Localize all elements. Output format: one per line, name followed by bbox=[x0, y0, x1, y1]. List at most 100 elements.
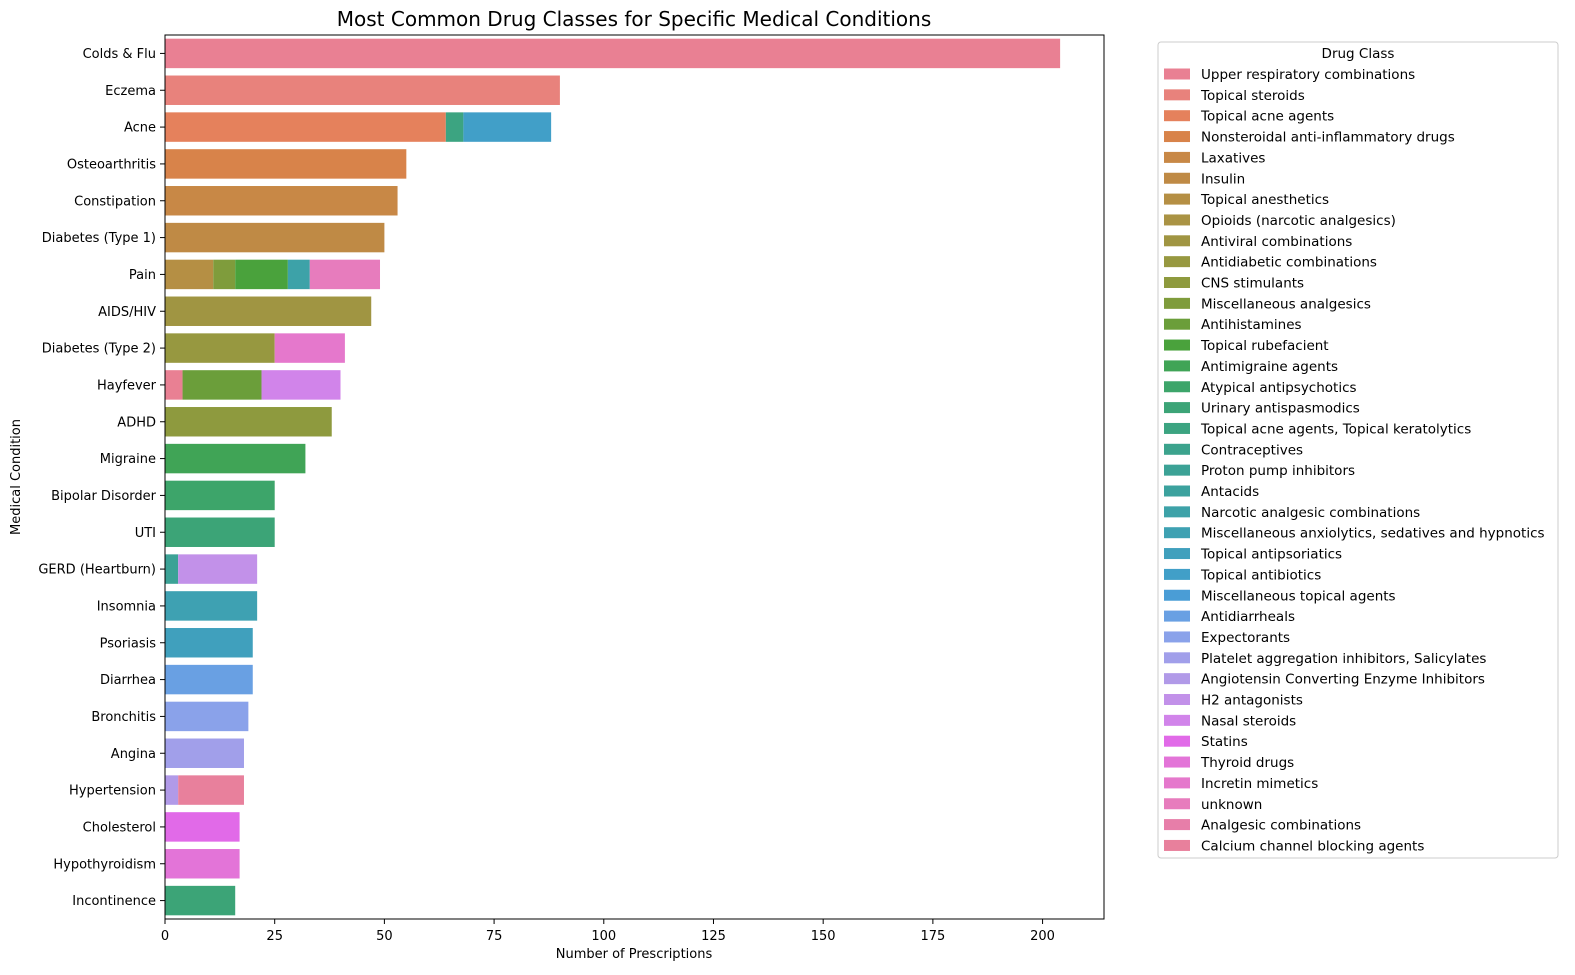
legend-label: Antiviral combinations bbox=[1201, 234, 1352, 250]
legend-label: Narcotic analgesic combinations bbox=[1201, 505, 1420, 521]
x-tick-label: 50 bbox=[376, 929, 393, 944]
bar-segment bbox=[165, 591, 258, 621]
legend-label: unknown bbox=[1201, 797, 1262, 813]
y-tick-label: Pain bbox=[129, 268, 156, 283]
bar-segment bbox=[165, 628, 253, 658]
legend-label: Topical anesthetics bbox=[1200, 192, 1329, 208]
legend-label: Incretin mimetics bbox=[1201, 776, 1318, 792]
legend-swatch bbox=[1164, 402, 1190, 414]
y-tick-label: Diabetes (Type 1) bbox=[42, 231, 156, 246]
legend-label: Miscellaneous topical agents bbox=[1201, 588, 1396, 604]
y-tick-label: Constipation bbox=[74, 194, 156, 209]
bar-segment bbox=[165, 738, 244, 768]
bar-segment bbox=[178, 554, 258, 584]
legend-label: Antidiabetic combinations bbox=[1201, 255, 1377, 271]
plot-frame bbox=[164, 34, 1105, 920]
legend-label: Nasal steroids bbox=[1201, 713, 1296, 729]
y-tick-label: ADHD bbox=[117, 415, 156, 430]
bar-segment bbox=[165, 775, 179, 805]
legend-label: Topical rubefacient bbox=[1200, 338, 1329, 354]
legend-swatch bbox=[1164, 568, 1190, 580]
legend-swatch bbox=[1164, 714, 1190, 726]
legend-swatch bbox=[1164, 548, 1190, 560]
bar-segment bbox=[165, 664, 253, 695]
bar-segment bbox=[165, 75, 560, 105]
y-tick-label: Eczema bbox=[105, 84, 156, 99]
y-tick-label: Migraine bbox=[100, 452, 156, 467]
bar-segment bbox=[165, 38, 1061, 69]
legend-label: Opioids (narcotic analgesics) bbox=[1201, 213, 1396, 229]
y-tick-label: Insomnia bbox=[97, 599, 156, 614]
legend-label: Proton pump inhibitors bbox=[1201, 463, 1355, 479]
bar-segment bbox=[309, 259, 381, 290]
legend-swatch bbox=[1164, 235, 1190, 247]
legend-swatch bbox=[1164, 631, 1190, 643]
legend-label: Antimigraine agents bbox=[1201, 359, 1338, 375]
legend-swatch bbox=[1164, 673, 1190, 685]
legend-items: Upper respiratory combinations Topical st… bbox=[1164, 67, 1545, 854]
bar-segment bbox=[165, 222, 385, 253]
legend-label: H2 antagonists bbox=[1201, 693, 1303, 709]
bar-segment bbox=[165, 885, 236, 916]
legend-swatch bbox=[1164, 339, 1190, 351]
legend-swatch bbox=[1164, 735, 1190, 747]
y-tick-label: Diarrhea bbox=[100, 673, 156, 688]
legend-swatch bbox=[1164, 694, 1190, 705]
bar-segment bbox=[463, 112, 552, 142]
legend-swatch bbox=[1164, 610, 1190, 622]
legend-title: Drug Class bbox=[1322, 46, 1395, 62]
legend-swatch bbox=[1164, 652, 1190, 664]
legend-label: Nonsteroidal anti-inflammatory drugs bbox=[1201, 130, 1455, 146]
legend-label: Topical antipsoriatics bbox=[1200, 547, 1342, 563]
y-tick-label: Bronchitis bbox=[91, 710, 156, 725]
y-tick-label: Incontinence bbox=[72, 894, 156, 909]
legend-label: Laxatives bbox=[1201, 150, 1265, 166]
x-tick-label: 150 bbox=[811, 929, 836, 944]
bar-segment bbox=[274, 333, 345, 363]
bar-segment bbox=[178, 775, 244, 805]
legend-swatch bbox=[1164, 360, 1190, 372]
x-tick-label: 100 bbox=[591, 929, 616, 944]
legend-label: Miscellaneous anxiolytics, sedatives and… bbox=[1201, 526, 1545, 542]
legend-swatch bbox=[1164, 381, 1190, 393]
legend-swatch bbox=[1164, 297, 1190, 309]
legend-label: Expectorants bbox=[1201, 630, 1290, 646]
bar-segment bbox=[165, 333, 275, 363]
legend-swatch bbox=[1164, 798, 1190, 810]
y-tick-label: Osteoarthritis bbox=[67, 157, 156, 172]
legend-swatch bbox=[1164, 819, 1190, 831]
legend: Drug Class Upper respiratory combination… bbox=[1157, 41, 1559, 859]
legend-swatch bbox=[1164, 277, 1190, 288]
x-tick-label: 175 bbox=[920, 929, 945, 944]
legend-swatch bbox=[1164, 89, 1190, 101]
x-tick-label: 75 bbox=[486, 929, 503, 944]
y-tick-label: Hayfever bbox=[97, 378, 157, 393]
legend-frame bbox=[1157, 41, 1559, 859]
legend-swatch bbox=[1164, 256, 1190, 268]
legend-label: Topical antibiotics bbox=[1200, 567, 1321, 583]
legend-label: Insulin bbox=[1201, 171, 1245, 187]
bar-segment bbox=[165, 554, 179, 584]
legend-swatch bbox=[1164, 506, 1190, 518]
y-tick-label: Diabetes (Type 2) bbox=[42, 342, 156, 357]
legend-swatch bbox=[1164, 464, 1190, 476]
legend-label: Platelet aggregation inhibitors, Salicyl… bbox=[1201, 651, 1486, 667]
legend-swatch bbox=[1164, 485, 1190, 497]
bars-layer bbox=[165, 38, 1061, 916]
legend-label: Analgesic combinations bbox=[1201, 818, 1361, 834]
bar-segment bbox=[165, 480, 275, 511]
legend-label: Atypical antipsychotics bbox=[1201, 380, 1357, 396]
y-tick-label: Hypertension bbox=[69, 784, 156, 799]
legend-swatch bbox=[1164, 151, 1190, 163]
y-tick-label: Hypothyroidism bbox=[53, 857, 156, 872]
x-tick-label: 0 bbox=[161, 929, 169, 944]
legend-label: Contraceptives bbox=[1201, 442, 1303, 458]
bar-segment bbox=[165, 701, 249, 732]
legend-label: Topical acne agents bbox=[1200, 109, 1334, 125]
bar-segment bbox=[165, 443, 306, 474]
x-axis: 0 25 50 75 100 125 150 175 200 bbox=[161, 919, 1055, 944]
bar-segment bbox=[165, 370, 183, 400]
bar-segment bbox=[165, 407, 332, 437]
bar-segment bbox=[165, 259, 214, 290]
bar-segment bbox=[165, 186, 398, 216]
